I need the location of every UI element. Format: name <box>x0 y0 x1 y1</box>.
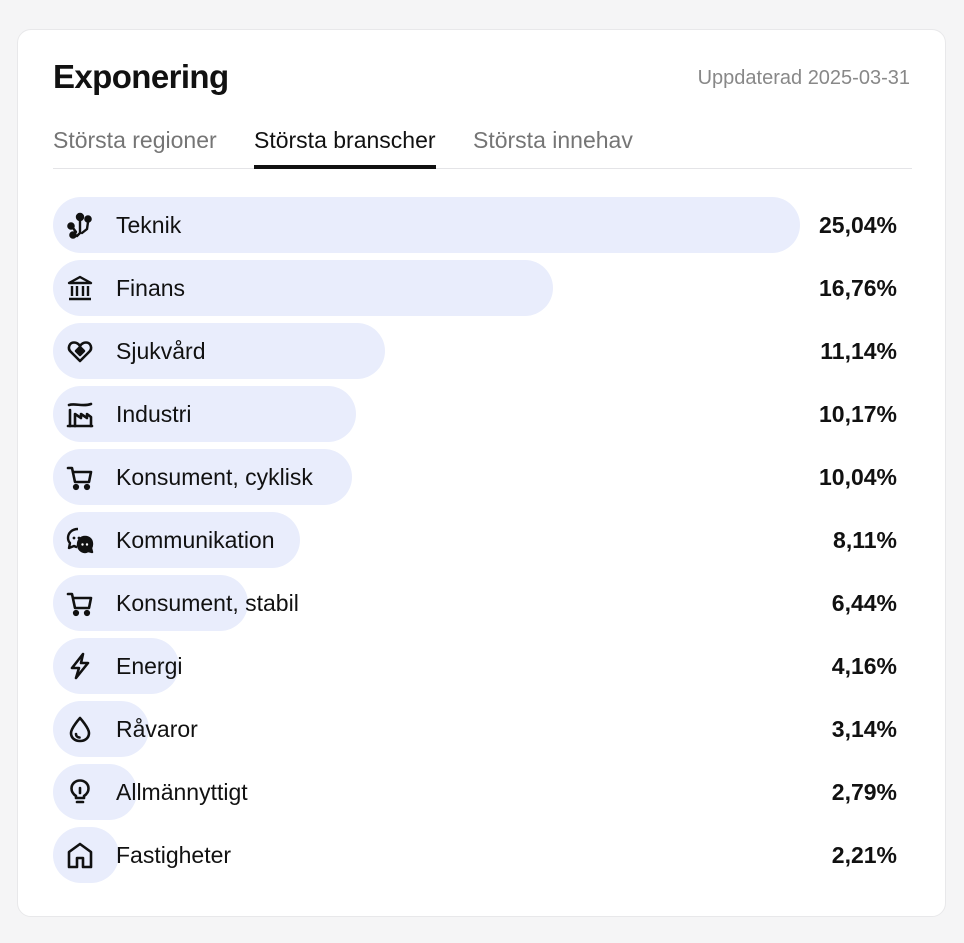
sector-bar <box>53 260 553 316</box>
sector-row-fastigheter[interactable]: Fastigheter 2,21% <box>53 827 912 883</box>
water-drop-icon <box>66 715 94 743</box>
chat-bubbles-icon <box>66 526 94 554</box>
card-title: Exponering <box>53 58 229 95</box>
sector-bar <box>53 386 356 442</box>
sector-label: Fastigheter <box>116 842 232 868</box>
sector-row-energi[interactable]: Energi 4,16% <box>53 638 912 694</box>
sector-row-finans[interactable]: Finans 16,76% <box>53 260 912 316</box>
sector-bar <box>53 701 149 757</box>
sector-label: Råvaror <box>116 716 198 742</box>
sector-bar <box>53 827 119 883</box>
sector-value: 10,04% <box>818 464 897 490</box>
sector-value: 8,11% <box>833 527 897 553</box>
sector-bar <box>53 575 248 631</box>
sector-bar <box>53 512 300 568</box>
shopping-cart-icon <box>66 463 94 491</box>
sector-value: 25,04% <box>818 212 897 238</box>
sector-value: 2,21% <box>831 842 897 868</box>
house-icon <box>66 841 94 869</box>
bank-icon <box>66 274 94 302</box>
sector-row-industri[interactable]: Industri 10,17% <box>53 386 912 442</box>
lightning-bolt-icon <box>66 652 94 680</box>
sector-value: 16,76% <box>818 275 897 301</box>
sector-row-konsument-cyklisk[interactable]: Konsument, cyklisk 10,04% <box>53 449 912 505</box>
sector-row-kommunikation[interactable]: Kommunikation 8,11% <box>53 512 912 568</box>
sector-bar <box>53 764 137 820</box>
updated-date: Uppdaterad 2025-03-31 <box>697 67 910 89</box>
tab-bar: Största regioner Största branscher Störs… <box>53 124 912 169</box>
shopping-cart-icon <box>66 589 94 617</box>
sector-label: Kommunikation <box>116 527 275 553</box>
sector-label: Konsument, cyklisk <box>116 464 313 490</box>
tab-sectors[interactable]: Största branscher <box>254 124 436 169</box>
sector-label: Finans <box>116 275 186 301</box>
tab-holdings[interactable]: Största innehav <box>473 127 633 153</box>
tab-regions[interactable]: Största regioner <box>53 127 217 153</box>
sector-label: Sjukvård <box>116 338 206 364</box>
sector-row-sjukvard[interactable]: Sjukvård 11,14% <box>53 323 912 379</box>
sector-row-teknik[interactable]: Teknik 25,04% <box>53 197 912 253</box>
factory-icon <box>66 400 94 428</box>
sector-bar <box>53 197 800 253</box>
sector-bar <box>53 449 352 505</box>
sector-label: Industri <box>116 401 192 427</box>
health-heart-icon <box>66 337 94 365</box>
sector-value: 3,14% <box>831 716 897 742</box>
sector-row-konsument-stabil[interactable]: Konsument, stabil 6,44% <box>53 575 912 631</box>
sector-label: Allmännyttigt <box>116 779 248 805</box>
sector-value: 11,14% <box>820 338 897 364</box>
sector-value: 10,17% <box>818 401 897 427</box>
sector-row-allmannyttigt[interactable]: Allmännyttigt 2,79% <box>53 764 912 820</box>
sector-label: Konsument, stabil <box>116 590 299 616</box>
technology-icon <box>66 211 94 239</box>
lightbulb-icon <box>66 778 94 806</box>
sector-label: Energi <box>116 653 183 679</box>
sector-value: 6,44% <box>831 590 897 616</box>
sector-label: Teknik <box>116 212 182 238</box>
sector-bar <box>53 323 385 379</box>
sector-row-ravaror[interactable]: Råvaror 3,14% <box>53 701 912 757</box>
sector-value: 2,79% <box>831 779 897 805</box>
sector-value: 4,16% <box>831 653 897 679</box>
exposure-card: Exponering Uppdaterad 2025-03-31 Största… <box>17 29 946 917</box>
